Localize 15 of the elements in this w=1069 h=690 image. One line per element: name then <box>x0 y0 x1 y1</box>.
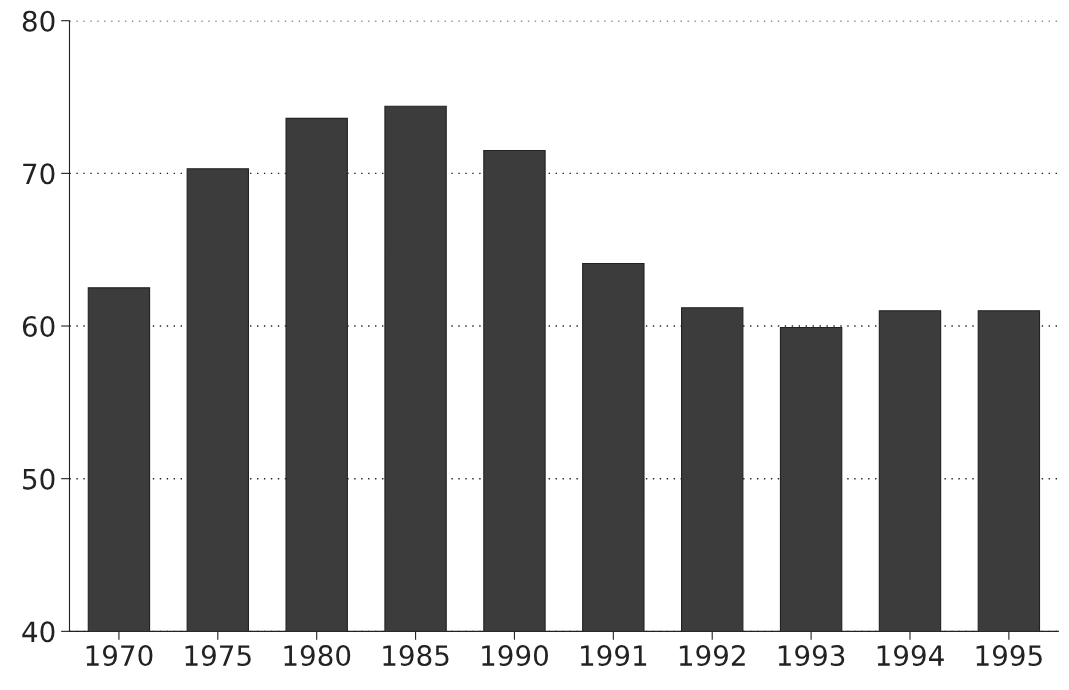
y-tick-label: 70 <box>23 163 55 185</box>
y-tick-label: 40 <box>22 621 55 643</box>
x-tick-label: 1993 <box>778 645 845 667</box>
y-tick-label: 60 <box>22 315 55 337</box>
x-tick-label: 1994 <box>877 645 944 667</box>
x-tick-label: 1985 <box>383 645 449 667</box>
y-tick-label: 50 <box>23 468 55 490</box>
x-tick-label: 1991 <box>581 645 647 667</box>
x-tick-label: 1980 <box>284 645 351 667</box>
x-tick-label: 1995 <box>976 645 1042 667</box>
x-tick-label: 1990 <box>482 645 548 667</box>
x-tick-label: 1970 <box>86 645 153 667</box>
y-tick-label: 80 <box>22 10 55 32</box>
x-tick-label: 1992 <box>679 645 745 667</box>
x-tick-label: 1975 <box>185 645 251 667</box>
